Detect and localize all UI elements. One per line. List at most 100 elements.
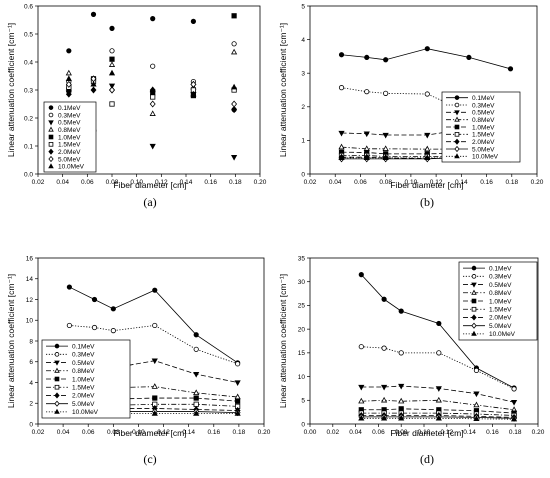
data-point [473,415,480,421]
y-tick-label: 5 [301,398,305,405]
y-tick-label: 3 [301,71,305,78]
legend-entry: 0.1MeV [58,105,81,112]
series-line [69,325,238,365]
data-point [190,90,197,97]
data-point [507,66,514,72]
data-point [149,110,156,116]
legend-entry: 1.0MeV [472,124,495,131]
data-point [110,328,116,334]
data-point [424,46,430,52]
data-point [363,154,370,161]
data-point [149,143,156,150]
legend-marker [54,367,60,373]
data-point [193,389,200,396]
x-tick-label: 0.12 [430,179,443,186]
x-tick-label: 0.14 [180,179,193,186]
panel-label: (d) [420,452,434,466]
data-point [109,48,115,54]
x-tick-label: 0.12 [157,429,170,436]
data-point [151,383,158,389]
series-line [69,360,238,383]
x-tick-label: 0.20 [531,179,544,186]
x-axis-label: Fiber diameter [cm] [113,428,186,438]
data-point [363,131,370,138]
legend-entry: 0.1MeV [489,265,512,272]
legend-marker [54,384,60,390]
x-tick-label: 0.06 [372,429,385,436]
series-line [361,274,515,389]
legend-entry: 1.5MeV [72,385,95,392]
legend-marker [471,322,477,329]
legend: 0.1MeV0.3MeV0.5MeV0.8MeV1.0MeV1.5MeV2.0M… [441,91,521,163]
data-point [381,384,388,391]
data-point [381,345,387,351]
data-point [358,384,365,391]
legend-entry: 0.8MeV [58,127,81,134]
plot-frame [309,5,538,175]
data-point [152,322,158,329]
y-tick-label: 0 [301,171,305,178]
data-point [358,344,364,350]
data-point [473,401,480,408]
y-tick-label: 0.1 [24,143,33,150]
legend-marker [471,298,477,304]
data-point [338,154,345,161]
series-line [361,415,515,418]
data-point [382,154,389,161]
x-tick-label: 0.10 [130,179,143,186]
legend-marker [471,330,477,336]
data-point [193,395,199,401]
data-point [338,85,345,91]
y-tick-label: 0.4 [24,59,33,66]
legend-entry: 2.0MeV [58,149,81,156]
data-point [424,132,431,139]
x-tick-label: 0.04 [329,179,342,186]
data-point [65,90,72,98]
legend-marker [54,400,60,407]
x-tick-label: 0.16 [207,429,220,436]
data-point [358,414,365,421]
data-point [235,398,241,404]
data-point [235,361,241,367]
data-point [338,143,345,150]
data-point [436,320,442,327]
data-point [190,80,197,88]
data-point [231,41,237,47]
legend-entry: 0.3MeV [58,112,81,119]
data-point [466,54,472,61]
legend-marker [54,408,60,414]
legend-entry: 2.0MeV [489,315,512,322]
data-point [436,350,442,356]
x-tick-label: 0.18 [509,429,522,436]
x-tick-label: 0.02 [32,429,45,436]
data-point [109,25,115,31]
panel-label: (b) [420,195,434,209]
series-line [69,396,238,402]
series-line [69,408,238,411]
legend-marker [54,360,60,366]
x-tick-label: 0.20 [258,429,271,436]
y-tick-label: 15 [298,350,306,357]
y-tick-label: 6 [29,359,33,366]
y-tick-label: 12 [26,297,34,304]
data-point [398,397,405,404]
data-point [193,372,200,378]
data-point [91,296,98,303]
legend-entry: 5.0MeV [72,401,95,408]
x-tick-label: 0.16 [486,429,499,436]
legend-marker [54,392,60,399]
x-tick-label: 0.06 [354,179,367,186]
data-point [149,100,156,108]
data-point [91,324,98,331]
legend-marker [471,314,477,321]
series-line [341,87,511,113]
series-line [361,416,515,419]
x-tick-label: 0.14 [463,429,476,436]
series-line [341,48,511,70]
chart-panel-4: 0.00 0.02 0.04 0.06 0.08 0.10 0.12 0.14 0.16 0.18… [278,255,545,466]
legend-entry: 1.5MeV [58,142,81,149]
y-tick-label: 10 [298,374,306,381]
legend-marker [48,134,54,140]
data-point [234,380,241,386]
